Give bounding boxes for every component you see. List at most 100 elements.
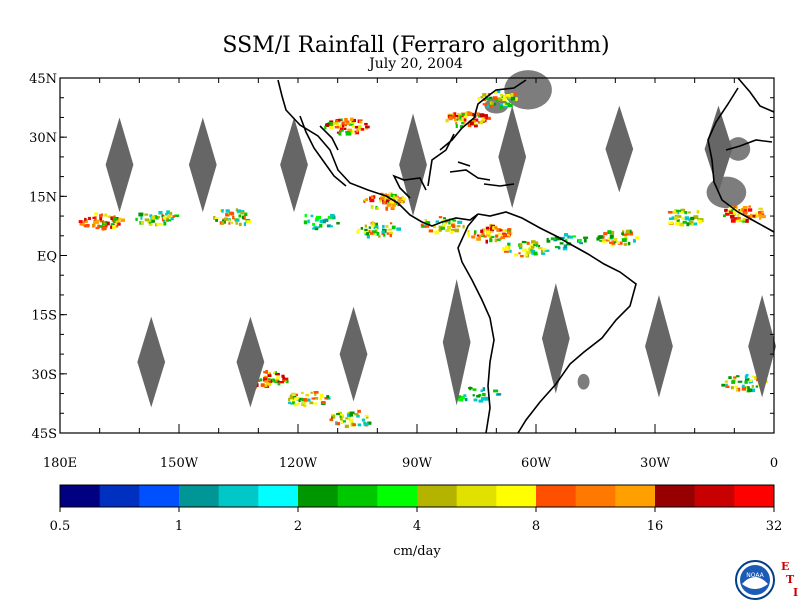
rain-pixel <box>331 415 334 420</box>
rain-pixel <box>486 230 491 234</box>
rain-pixel <box>157 216 160 219</box>
rain-pixel <box>672 210 678 213</box>
rain-pixel <box>503 95 507 99</box>
rain-pixel <box>679 211 684 214</box>
rain-pixel <box>478 234 482 238</box>
rain-pixel <box>528 247 534 252</box>
rain-pixel <box>721 383 726 387</box>
rain-pixel <box>479 121 484 125</box>
colorbar-swatch <box>694 485 735 507</box>
rain-pixel <box>494 91 498 94</box>
rain-pixel <box>746 215 751 219</box>
rain-pixel <box>617 240 620 244</box>
rain-pixel <box>425 221 431 225</box>
rain-pixel <box>354 413 359 416</box>
rain-pixel <box>507 98 511 101</box>
rain-pixel <box>215 219 218 222</box>
rain-pixel <box>327 122 333 126</box>
rain-pixel <box>326 224 331 228</box>
rain-pixel <box>336 123 340 128</box>
rain-pixel <box>438 225 441 230</box>
rain-pixel <box>238 222 242 227</box>
rain-pixel <box>371 223 375 227</box>
rain-pixel <box>597 235 602 239</box>
rain-pixel <box>118 217 122 220</box>
longitude-axis: 180E 150W 120W 90W 60W 30W 0 <box>43 78 778 471</box>
rain-pixel <box>277 380 280 383</box>
rain-pixel <box>339 129 344 132</box>
rain-pixel <box>263 375 269 378</box>
rain-pixel <box>744 208 747 211</box>
rain-pixel <box>313 226 318 230</box>
rain-pixel <box>467 112 473 116</box>
rain-pixel <box>693 215 699 220</box>
rain-pixel <box>335 119 338 123</box>
rain-pixel <box>741 207 747 212</box>
rain-pixel <box>329 120 334 123</box>
noaa-logo-text: NOAA <box>746 572 764 579</box>
rain-pixel <box>263 377 267 382</box>
rain-pixel <box>445 118 449 123</box>
rain-pixel <box>371 221 375 226</box>
rain-pixel <box>330 225 333 228</box>
rain-pixel <box>434 230 439 235</box>
rain-pixel <box>329 418 334 422</box>
rain-pixel <box>366 234 370 239</box>
rain-pixel <box>169 211 173 216</box>
rain-pixel <box>744 380 748 384</box>
rain-pixel <box>737 214 740 217</box>
rain-pixel <box>291 399 295 403</box>
rain-pixel <box>140 220 144 225</box>
rain-pixel <box>531 246 535 249</box>
chart-subtitle: July 20, 2004 <box>367 56 463 72</box>
rain-pixel <box>728 376 732 379</box>
rain-pixel <box>342 124 345 128</box>
rain-pixel <box>725 385 730 388</box>
rain-pixel <box>394 196 399 199</box>
rain-pixel <box>534 241 539 246</box>
rain-pixel <box>486 226 492 229</box>
rain-pixel <box>482 93 487 96</box>
rain-pixel <box>742 206 748 210</box>
rain-pixel <box>481 400 484 403</box>
rain-pixel <box>760 210 764 214</box>
rain-pixel <box>684 211 688 215</box>
rain-pixel <box>456 225 461 228</box>
land-no-data <box>504 70 552 110</box>
rain-pixel <box>401 196 404 200</box>
rain-pixel <box>464 112 469 116</box>
rain-pixel <box>219 209 222 212</box>
rain-pixel <box>679 222 685 227</box>
rain-pixel <box>304 213 307 218</box>
rain-pixel <box>144 213 149 216</box>
rain-pixel <box>726 211 731 215</box>
rain-pixel <box>395 196 398 201</box>
rain-pixel <box>696 210 700 214</box>
rain-pixel <box>477 97 480 101</box>
rain-pixel <box>383 233 386 237</box>
rain-pixel <box>166 214 172 218</box>
rain-pixel <box>368 226 371 229</box>
rain-pixel <box>112 217 118 221</box>
rain-pixel <box>158 211 163 215</box>
rain-pixel <box>303 220 308 225</box>
rain-pixel <box>360 227 364 230</box>
swath-gap <box>748 294 776 398</box>
rain-pixel <box>346 132 352 136</box>
rain-pixel <box>107 215 111 218</box>
rain-pixel <box>225 209 230 213</box>
rain-pixel <box>486 97 491 101</box>
rain-pixel <box>391 202 396 207</box>
rain-pixel <box>378 235 381 238</box>
rain-pixel <box>162 219 166 223</box>
colorbar-swatch <box>60 485 101 507</box>
rain-pixel <box>725 213 730 216</box>
rain-pixel <box>448 116 453 121</box>
lon-tick-label: 30W <box>640 456 671 471</box>
rain-pixel <box>154 215 157 218</box>
rain-pixel <box>473 118 479 122</box>
rain-pixel <box>149 214 153 218</box>
rain-pixel <box>333 121 339 125</box>
rain-pixel <box>741 219 746 223</box>
rain-pixel <box>156 222 161 226</box>
